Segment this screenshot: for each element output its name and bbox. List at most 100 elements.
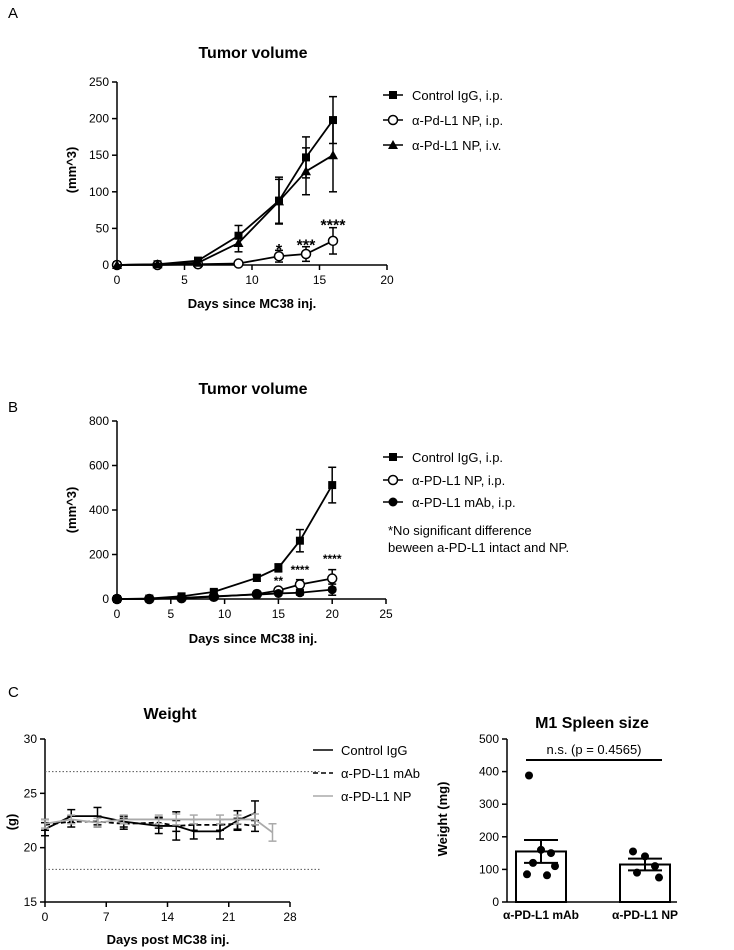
bar-category-label: α-PD-L1 mAb — [503, 908, 579, 922]
chart-b-legend-2: α-PD-L1 NP, i.p. — [412, 473, 505, 488]
data-point — [651, 862, 659, 871]
chart-a-ytick-label: 50 — [96, 221, 110, 235]
chart-c-spleen-ytick-label: 500 — [479, 732, 499, 746]
chart-c-weight-ytick-label: 25 — [24, 786, 38, 800]
chart-c-spleen: M1 Spleen size Weight (mg) 0 100 200 300 400… — [435, 715, 678, 922]
chart-b: Tumor volume (mm^3) Days since MC38 inj.… — [64, 381, 569, 646]
point-triangle — [301, 166, 311, 176]
chart-b-xtick-label: 5 — [167, 607, 174, 621]
chart-b-xtick-label: 10 — [218, 607, 232, 621]
legend-marker-filled-circle — [388, 497, 398, 507]
chart-a-significance-stars: **** — [321, 218, 347, 235]
chart-c-legend-3: α-PD-L1 NP — [341, 789, 411, 804]
chart-c-weight-ytick-label: 15 — [24, 895, 38, 909]
data-point — [633, 868, 641, 877]
chart-c-weight: Weight (g) Days post MC38 inj. 0 7 14 21 28 1… — [4, 706, 420, 947]
chart-c-weight-title: Weight — [143, 706, 197, 723]
chart-c-weight-ytick-label: 20 — [24, 841, 38, 855]
data-point — [525, 771, 533, 780]
data-point — [537, 845, 545, 854]
chart-b-xtick-label: 25 — [379, 607, 393, 621]
chart-b-ytick-label: 800 — [89, 414, 109, 428]
point-filled-circle — [273, 588, 283, 598]
point-filled-circle — [327, 585, 337, 595]
chart-c-spleen-title: M1 Spleen size — [535, 715, 649, 732]
data-point — [655, 873, 663, 882]
chart-c-spleen-ytick-label: 400 — [479, 765, 499, 779]
chart-b-ylabel: (mm^3) — [64, 487, 79, 534]
chart-c-spleen-ytick-label: 0 — [492, 895, 499, 909]
point-open-circle — [294, 579, 306, 590]
chart-b-legend-3: α-PD-L1 mAb, i.p. — [412, 495, 516, 510]
point-square — [252, 573, 261, 582]
chart-c-weight-xtick-label: 14 — [161, 910, 175, 924]
point-filled-circle — [252, 590, 262, 600]
point-triangle — [152, 259, 163, 269]
panel-label-b: B — [8, 399, 18, 416]
point-filled-circle — [144, 594, 154, 604]
chart-b-note-line-2: beween a-PD-L1 intact and NP. — [388, 540, 569, 555]
bar-category-label: α-PD-L1 NP — [612, 908, 678, 922]
chart-c-weight-xtick-label: 7 — [103, 910, 110, 924]
point-square — [328, 481, 337, 490]
chart-c-weight-legend: Control IgG α-PD-L1 mAb α-PD-L1 NP — [313, 743, 420, 804]
chart-b-significance-stars: ** — [274, 574, 284, 588]
chart-a-legend-2: α-Pd-L1 NP, i.p. — [412, 113, 503, 128]
chart-b-significance-stars: **** — [291, 563, 310, 577]
chart-b-ytick-label: 0 — [102, 592, 109, 606]
chart-b-note-line-1: *No significant difference — [388, 523, 532, 538]
chart-a-legend-3: α-Pd-L1 NP, i.v. — [412, 138, 501, 153]
chart-a-xtick-label: 0 — [114, 273, 121, 287]
chart-c-weight-xtick-label: 21 — [222, 910, 236, 924]
panel-label-a: A — [8, 5, 18, 22]
significance-label: n.s. (p = 0.4565) — [546, 742, 641, 757]
chart-a-xlabel: Days since MC38 inj. — [188, 296, 317, 311]
point-open-circle — [273, 250, 285, 262]
legend-marker-triangle — [388, 140, 398, 149]
point-open-circle — [300, 248, 312, 260]
chart-b-ytick-label: 400 — [89, 503, 109, 517]
chart-a-significance-stars: * — [276, 242, 283, 259]
chart-c-weight-series-1-line — [44, 812, 256, 833]
chart-a-ytick-label: 0 — [102, 258, 109, 272]
point-square — [295, 536, 304, 545]
data-point — [629, 847, 637, 856]
point-triangle — [274, 196, 284, 206]
data-point — [547, 849, 555, 858]
chart-b-xtick-label: 20 — [326, 607, 340, 621]
chart-a-ytick-label: 150 — [89, 148, 109, 162]
data-point — [523, 870, 531, 879]
legend-marker-square — [389, 453, 397, 461]
point-triangle — [328, 150, 338, 160]
chart-b-xtick-label: 0 — [114, 607, 121, 621]
chart-a-ylabel: (mm^3) — [64, 147, 79, 194]
point-triangle — [112, 260, 122, 269]
chart-c-spleen-ytick-label: 200 — [479, 830, 499, 844]
chart-c-weight-xtick-label: 28 — [283, 910, 297, 924]
chart-b-legend-1: Control IgG, i.p. — [412, 450, 503, 465]
legend-marker-open-circle — [387, 114, 399, 126]
chart-c-weight-xtick-label: 0 — [42, 910, 49, 924]
chart-b-ytick-label: 600 — [89, 459, 109, 473]
chart-b-significance-stars: **** — [323, 552, 342, 566]
legend-marker-square — [389, 91, 397, 99]
chart-b-legend: Control IgG, i.p. α-PD-L1 NP, i.p. α-PD-… — [383, 450, 569, 555]
chart-a-ytick-label: 250 — [89, 75, 109, 89]
chart-c-weight-ylabel: (g) — [4, 814, 19, 831]
chart-c-weight-ytick-label: 30 — [24, 732, 38, 746]
chart-a-title: Tumor volume — [198, 45, 307, 62]
chart-b-xtick-label: 15 — [272, 607, 286, 621]
chart-b-title: Tumor volume — [198, 381, 307, 398]
chart-a-significance-stars: *** — [297, 238, 316, 255]
point-filled-circle — [209, 591, 219, 601]
data-point — [641, 852, 649, 861]
chart-a-legend-1: Control IgG, i.p. — [412, 88, 503, 103]
chart-a-xtick-label: 15 — [313, 273, 327, 287]
legend-marker-open-circle — [387, 474, 399, 486]
point-triangle — [193, 257, 203, 267]
chart-c-weight-series-2-line — [44, 820, 256, 827]
chart-b-ytick-label: 200 — [89, 548, 109, 562]
panel-label-c: C — [8, 684, 19, 701]
point-triangle — [233, 238, 244, 248]
